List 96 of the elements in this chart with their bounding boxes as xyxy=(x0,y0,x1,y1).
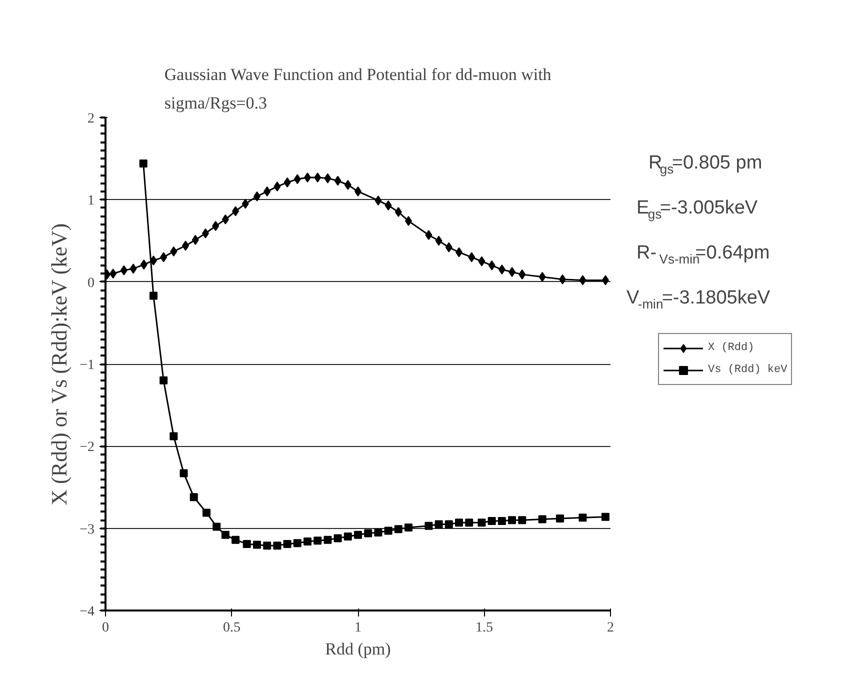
x-tick-label: 1 xyxy=(354,620,362,636)
point xyxy=(232,536,240,544)
point xyxy=(508,516,516,524)
point xyxy=(602,275,609,286)
point xyxy=(488,516,496,525)
point xyxy=(344,180,352,190)
point xyxy=(314,536,322,545)
point xyxy=(394,525,402,534)
point xyxy=(202,228,209,238)
point xyxy=(274,182,281,192)
point xyxy=(140,260,148,270)
point xyxy=(384,200,392,210)
point xyxy=(354,530,362,539)
point xyxy=(394,206,402,217)
point xyxy=(304,537,312,546)
point xyxy=(334,534,342,542)
point xyxy=(202,508,210,517)
point xyxy=(324,173,332,184)
point xyxy=(212,522,221,531)
chart-title: Gaussian Wave Function and Potential for dd-muon with sigma/Rgs=0.3 xyxy=(164,65,552,112)
point xyxy=(374,528,382,536)
point xyxy=(221,530,230,539)
x-tick-label: 2 xyxy=(607,620,614,636)
point xyxy=(314,172,322,182)
point xyxy=(273,542,282,550)
point xyxy=(334,176,342,186)
x-tick-label: 0.5 xyxy=(223,620,240,636)
point xyxy=(498,264,506,275)
point xyxy=(182,240,190,251)
point xyxy=(120,265,128,276)
y-tick-label: 0 xyxy=(88,276,94,291)
point xyxy=(284,177,291,188)
point xyxy=(139,160,148,168)
y-tick-label: −1 xyxy=(80,358,95,373)
y-tick-label: −2 xyxy=(80,440,95,456)
point xyxy=(478,518,486,527)
point xyxy=(444,520,453,528)
point xyxy=(222,214,229,224)
point xyxy=(498,516,506,525)
point xyxy=(150,255,157,266)
point xyxy=(538,515,546,524)
point xyxy=(538,272,546,282)
point xyxy=(508,266,516,277)
point xyxy=(232,206,240,216)
point xyxy=(478,256,486,266)
point xyxy=(190,493,198,502)
point xyxy=(263,542,272,550)
point xyxy=(465,518,474,527)
point xyxy=(455,518,463,527)
point xyxy=(242,198,249,209)
y-tick-label: 2 xyxy=(88,112,94,126)
point xyxy=(445,242,452,252)
x-axis-title: Rdd (pm) xyxy=(325,640,391,658)
point xyxy=(293,539,302,548)
point xyxy=(424,522,433,530)
point xyxy=(601,512,610,521)
y-tick-label: 1 xyxy=(88,194,94,209)
point xyxy=(212,220,220,231)
point xyxy=(283,540,292,548)
point xyxy=(425,230,432,240)
y-tick-label: −4 xyxy=(80,604,95,620)
point xyxy=(253,540,261,549)
point xyxy=(556,514,564,522)
y-axis-title: X (Rdd) or Vs (Rdd):keV (keV) xyxy=(46,223,72,506)
y-tick-label: −3 xyxy=(80,522,95,538)
point xyxy=(559,274,566,284)
point xyxy=(192,234,199,245)
legend-label: Vs (Rdd) keV xyxy=(708,364,788,376)
point xyxy=(364,529,372,538)
point xyxy=(374,195,382,206)
point xyxy=(170,432,178,440)
point xyxy=(130,264,137,274)
point xyxy=(579,275,586,286)
point xyxy=(518,516,526,524)
point xyxy=(404,524,412,532)
point xyxy=(170,246,178,256)
point xyxy=(149,292,158,300)
point xyxy=(344,532,352,541)
x-tick-label: 0 xyxy=(102,620,109,636)
point xyxy=(180,469,188,478)
point xyxy=(242,540,251,548)
point xyxy=(110,268,117,279)
point xyxy=(294,174,301,184)
legend-label: X (Rdd) xyxy=(708,342,754,354)
point xyxy=(324,536,332,544)
point xyxy=(384,526,392,535)
point xyxy=(488,260,496,270)
point xyxy=(434,520,443,528)
point xyxy=(264,186,271,196)
x-tick-label: 1.5 xyxy=(476,620,493,636)
point xyxy=(435,236,442,246)
point xyxy=(160,252,168,262)
point xyxy=(578,514,587,522)
point xyxy=(468,252,476,262)
point xyxy=(518,269,526,280)
point xyxy=(160,376,168,384)
